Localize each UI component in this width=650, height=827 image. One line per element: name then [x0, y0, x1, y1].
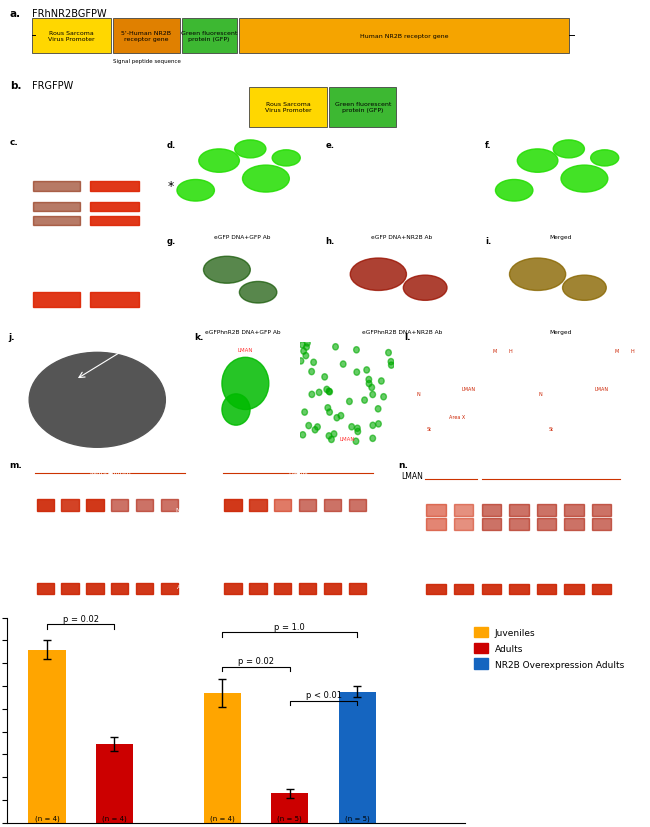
FancyBboxPatch shape: [32, 19, 111, 54]
Text: e.: e.: [326, 141, 335, 150]
Text: FRGFPW: FRGFPW: [32, 81, 73, 91]
Text: eGFP DNA+GFP Ab: eGFP DNA+GFP Ab: [214, 235, 271, 240]
Legend: Juveniles, Adults, NR2B Overexpression Adults: Juveniles, Adults, NR2B Overexpression A…: [470, 623, 629, 673]
Text: (n = 4): (n = 4): [210, 814, 235, 820]
Text: Rous Sarcoma
Virus Promoter: Rous Sarcoma Virus Promoter: [48, 31, 95, 42]
Bar: [29, 650, 66, 823]
Text: LMAN: LMAN: [402, 471, 423, 480]
Text: g.: g.: [166, 237, 176, 246]
FancyBboxPatch shape: [239, 19, 569, 54]
Text: p < 0.01: p < 0.01: [306, 691, 341, 699]
Text: FRhNR2BGFPW: FRhNR2BGFPW: [32, 9, 107, 19]
FancyBboxPatch shape: [113, 19, 180, 54]
Text: (n = 5): (n = 5): [278, 814, 302, 820]
FancyBboxPatch shape: [248, 88, 328, 127]
Text: (n = 4): (n = 4): [34, 814, 59, 820]
Text: eGFPhnR2B DNA+GFP Ab: eGFPhnR2B DNA+GFP Ab: [205, 330, 280, 335]
Text: p = 0.02: p = 0.02: [238, 656, 274, 665]
Bar: [339, 692, 376, 823]
Text: Green fluorescent
protein (GFP): Green fluorescent protein (GFP): [335, 103, 391, 113]
Text: n.: n.: [398, 461, 408, 470]
Text: (n = 4): (n = 4): [102, 814, 127, 820]
Text: d.: d.: [166, 141, 176, 150]
Text: p = 0.02: p = 0.02: [62, 614, 99, 623]
FancyBboxPatch shape: [330, 88, 396, 127]
Text: j.: j.: [8, 332, 15, 342]
Text: Human NR2B receptor gene: Human NR2B receptor gene: [359, 34, 448, 39]
Text: Merged: Merged: [550, 330, 572, 335]
Text: eGFP DNA+NR2B Ab: eGFP DNA+NR2B Ab: [371, 235, 432, 240]
Text: eGFPhnR2B DNA+NR2B Ab: eGFPhnR2B DNA+NR2B Ab: [361, 330, 442, 335]
FancyBboxPatch shape: [182, 19, 237, 54]
Text: Signal peptide sequence: Signal peptide sequence: [113, 60, 181, 65]
Text: 5'-Human NR2B
receptor gene: 5'-Human NR2B receptor gene: [122, 31, 172, 42]
Bar: [271, 793, 308, 823]
Text: Rous Sarcoma
Virus Promoter: Rous Sarcoma Virus Promoter: [265, 103, 311, 113]
Bar: [204, 693, 241, 823]
Text: Merged: Merged: [550, 235, 572, 240]
Text: p = 1.0: p = 1.0: [274, 622, 305, 631]
Text: l.: l.: [404, 332, 411, 342]
Text: a.: a.: [10, 9, 21, 19]
Text: (n = 5): (n = 5): [345, 814, 370, 820]
Text: h.: h.: [326, 237, 335, 246]
Text: i.: i.: [485, 237, 491, 246]
Text: k.: k.: [194, 332, 204, 342]
Bar: [96, 744, 133, 823]
Text: f.: f.: [485, 141, 491, 150]
Text: b.: b.: [10, 81, 21, 91]
Text: c.: c.: [10, 138, 18, 147]
Text: Green fluorescent
protein (GFP): Green fluorescent protein (GFP): [181, 31, 237, 42]
Text: m.: m.: [10, 461, 23, 470]
